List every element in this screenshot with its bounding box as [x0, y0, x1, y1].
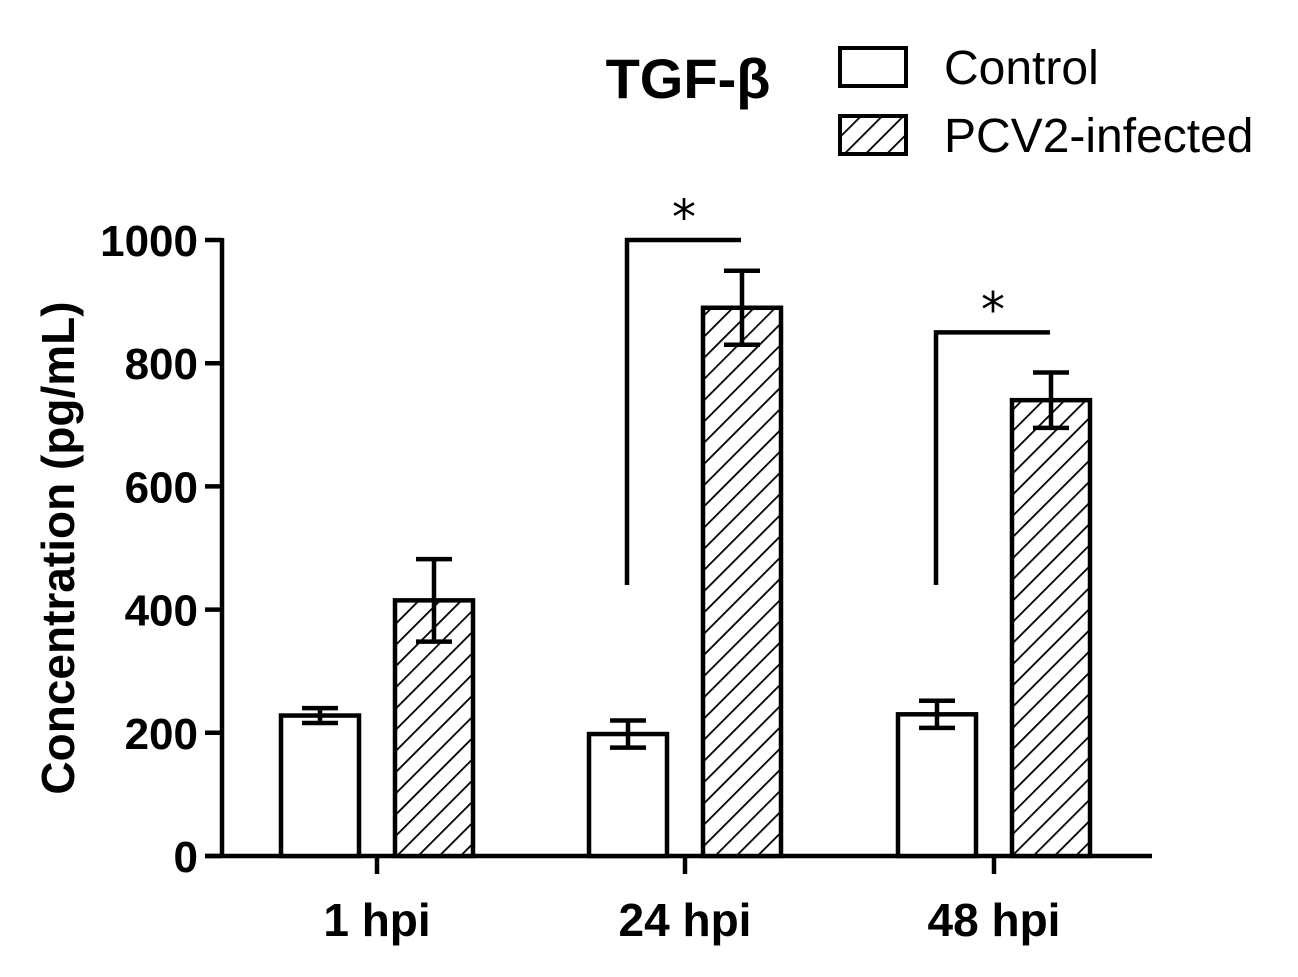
x-tick-label: 48 hpi	[928, 894, 1061, 946]
y-tick-label: 600	[125, 463, 198, 512]
x-tick-label: 1 hpi	[323, 894, 430, 946]
bar-pcv2-3	[1009, 397, 1093, 859]
x-ticks: 1 hpi 24 hpi 48 hpi	[323, 856, 1060, 946]
legend-swatch-control	[838, 46, 908, 88]
significance-bracket	[624, 237, 741, 585]
legend: Control PCV2-infected	[838, 42, 1254, 163]
y-tick-label: 1000	[100, 217, 198, 266]
significance-bracket	[933, 330, 1050, 585]
x-tick-label: 24 hpi	[619, 894, 752, 946]
y-ticks: 0 200 400 600 800 1000	[100, 217, 222, 882]
bar-pcv2-2	[700, 305, 784, 859]
significance-markers: **	[624, 190, 1050, 585]
significance-star: *	[672, 190, 696, 246]
bar-control-2	[586, 731, 670, 859]
y-tick-label: 800	[125, 340, 198, 389]
y-axis-label: Concentration (pg/mL)	[32, 301, 84, 794]
legend-label-pcv2: PCV2-infected	[944, 110, 1254, 163]
bar-control-1	[278, 713, 362, 859]
chart-title: TGF-β	[606, 47, 771, 110]
bars	[278, 305, 1093, 859]
bar-control-3	[895, 712, 979, 859]
y-tick-label: 0	[174, 833, 198, 882]
y-tick-label: 400	[125, 587, 198, 636]
legend-label-control: Control	[944, 42, 1099, 95]
error-bars	[302, 268, 1069, 750]
y-tick-label: 200	[125, 710, 198, 759]
legend-swatch-pcv2	[838, 114, 908, 156]
significance-star: *	[981, 282, 1005, 338]
